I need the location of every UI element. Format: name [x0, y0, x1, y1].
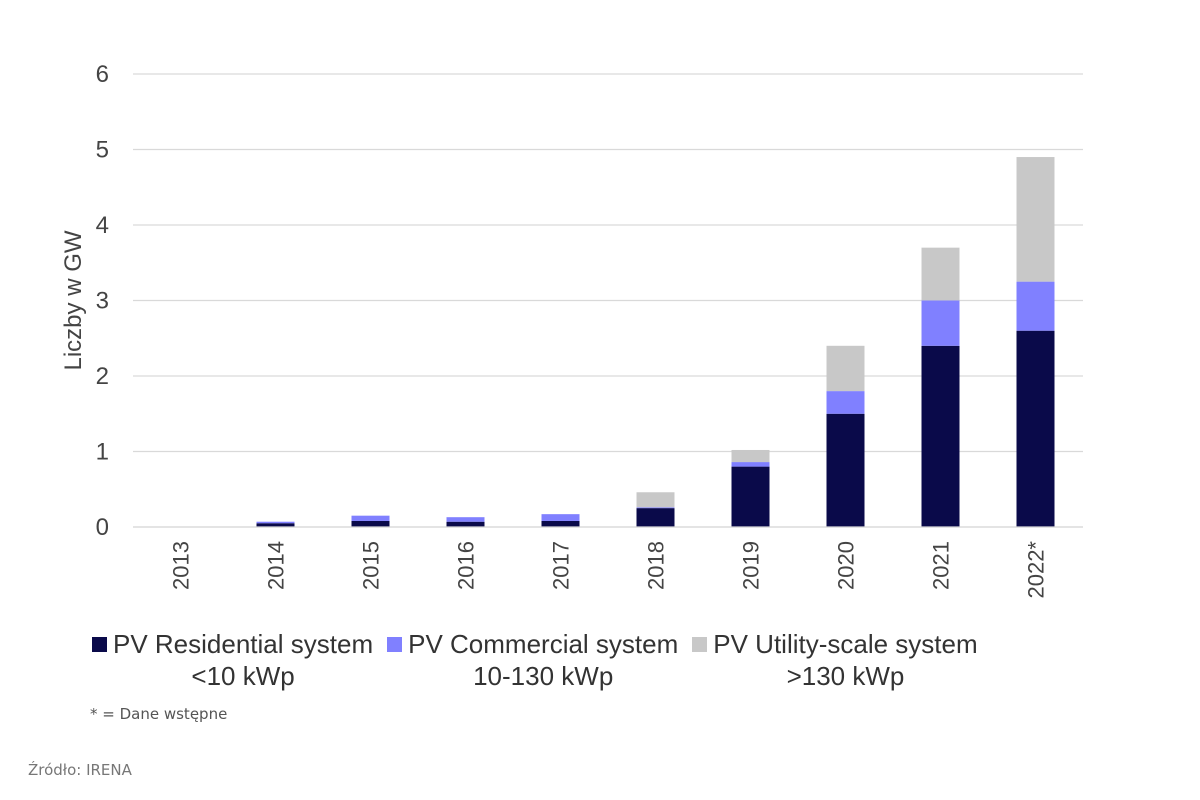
bar-segment-2017-s0 [541, 520, 580, 527]
bar-segment-2022-s1 [1016, 281, 1055, 331]
bar-segment-2020-s1 [826, 391, 865, 414]
legend-label-utility-line1: PV Utility-scale system [713, 629, 978, 659]
y-tick-label: 0 [96, 514, 109, 541]
bar-segment-2016-s1 [446, 517, 485, 522]
x-tick-label: 2022* [1024, 541, 1049, 599]
legend: PV Residential system <10 kWp PV Commerc… [80, 628, 1080, 692]
footnote: * = Dane wstępne [90, 705, 228, 723]
grid-layer [133, 73, 1083, 528]
bar-segment-2014-s1 [256, 521, 295, 524]
source-note: Źródło: IRENA [28, 761, 132, 779]
x-tick-label: 2020 [834, 541, 859, 590]
bar-segment-2019-s2 [731, 449, 770, 463]
legend-item-utility: PV Utility-scale system >130 kWp [692, 628, 978, 692]
x-tick-label: 2017 [549, 541, 574, 590]
bar-segment-2019-s1 [731, 462, 770, 467]
bar-segment-2018-s1 [636, 507, 675, 509]
x-tick-label: 2013 [169, 541, 194, 590]
bar-segment-2018-s2 [636, 492, 675, 508]
legend-label-residential-line2: <10 kWp [191, 661, 295, 691]
legend-label-residential-line1: PV Residential system [113, 629, 374, 659]
bar-segment-2022-s2 [1016, 157, 1055, 282]
y-axis: 0 1 2 3 4 5 6 [96, 61, 109, 541]
bar-segment-2021-s2 [921, 247, 960, 301]
legend-swatch-residential [92, 637, 107, 652]
legend-label-commercial-line1: PV Commercial system [408, 629, 679, 659]
legend-swatch-commercial [387, 637, 403, 652]
legend-label-commercial-line2: 10-130 kWp [473, 661, 614, 691]
x-tick-label: 2014 [264, 541, 289, 590]
y-tick-label: 1 [96, 439, 109, 466]
y-tick-label: 4 [96, 212, 109, 239]
y-tick-label: 6 [96, 61, 109, 88]
legend-label-utility-line2: >130 kWp [786, 661, 905, 691]
bar-segment-2015-s1 [351, 515, 390, 521]
x-tick-label: 2016 [454, 541, 479, 590]
bar-segment-2014-s0 [256, 523, 295, 527]
bar-segment-2018-s0 [636, 508, 675, 527]
x-tick-label: 2015 [359, 541, 384, 590]
y-tick-label: 5 [96, 137, 109, 164]
legend-item-residential: PV Residential system <10 kWp [92, 628, 373, 692]
bar-segment-2021-s0 [921, 345, 960, 527]
legend-swatch-utility [692, 637, 708, 652]
bar-segment-2020-s2 [826, 345, 865, 392]
x-tick-label: 2021 [929, 541, 954, 590]
bar-segment-2016-s0 [446, 521, 485, 527]
bar-segment-2022-s0 [1016, 330, 1055, 527]
bar-segment-2020-s0 [826, 413, 865, 527]
y-axis-title: Liczby w GW [60, 230, 87, 370]
x-tick-label: 2019 [739, 541, 764, 590]
y-tick-label: 2 [96, 363, 109, 390]
bar-segment-2015-s0 [351, 520, 390, 527]
x-axis: 2013 2014 2015 2016 2017 2018 2019 2020 2021 2022… [133, 526, 1083, 599]
x-tick-label: 2018 [644, 541, 669, 590]
bar-segment-2019-s0 [731, 466, 770, 527]
legend-item-commercial: PV Commercial system 10-130 kWp [387, 628, 678, 692]
bar-segment-2021-s1 [921, 300, 960, 346]
chart-canvas: 0 1 2 3 4 5 6 2013 2014 2015 2016 2017 2018 2019 2020… [60, 61, 1083, 599]
bars [256, 157, 1055, 527]
bar-segment-2017-s1 [541, 514, 580, 521]
y-tick-label: 3 [96, 288, 109, 315]
